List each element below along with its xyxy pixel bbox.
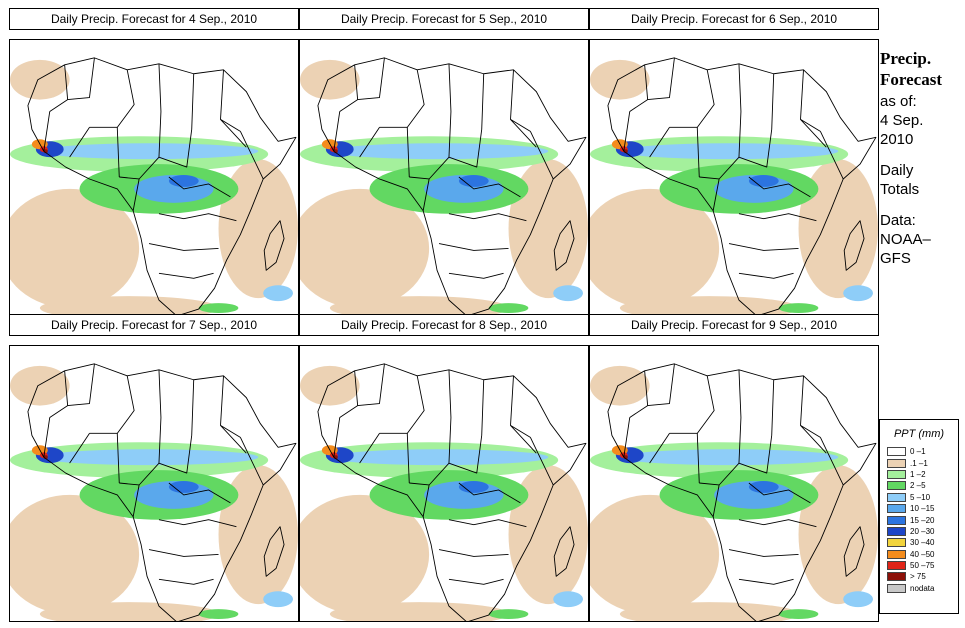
legend-swatch xyxy=(887,561,906,571)
precip-map xyxy=(299,345,589,622)
legend-item: 30 –40 xyxy=(880,537,958,548)
legend-item: > 75 xyxy=(880,571,958,582)
legend-item: 1 –2 xyxy=(880,469,958,480)
legend-item: 0 –1 xyxy=(880,446,958,457)
legend-swatch xyxy=(887,572,906,582)
legend-swatch xyxy=(887,549,906,559)
precip-map xyxy=(9,345,299,622)
legend-label: 0 –1 xyxy=(910,447,926,457)
panel-title: Daily Precip. Forecast for 6 Sep., 2010 xyxy=(589,8,879,30)
legend-item: 10 –15 xyxy=(880,503,958,514)
info-data-source-1: NOAA– xyxy=(880,231,931,248)
legend-label: 40 –50 xyxy=(910,549,935,559)
legend-item: 2 –5 xyxy=(880,480,958,491)
forecast-panel-sep8: Daily Precip. Forecast for 8 Sep., 2010 xyxy=(299,314,589,622)
forecast-panel-sep4: Daily Precip. Forecast for 4 Sep., 2010 xyxy=(9,8,299,316)
legend-label: > 75 xyxy=(910,572,926,582)
legend-label: nodata xyxy=(910,583,935,593)
panel-title: Daily Precip. Forecast for 9 Sep., 2010 xyxy=(589,314,879,336)
precip-map xyxy=(589,39,879,316)
precip-map xyxy=(9,39,299,316)
legend-item: 20 –30 xyxy=(880,526,958,537)
forecast-panel-sep6: Daily Precip. Forecast for 6 Sep., 2010 xyxy=(589,8,879,316)
legend-swatch xyxy=(887,458,906,468)
legend-label: 30 –40 xyxy=(910,538,935,548)
info-daily-label: Daily xyxy=(880,162,914,179)
panel-title: Daily Precip. Forecast for 7 Sep., 2010 xyxy=(9,314,299,336)
info-heading-line2: Forecast xyxy=(880,70,942,89)
legend-label: .1 –1 xyxy=(910,458,928,468)
legend-item: 15 –20 xyxy=(880,514,958,525)
info-data-source-2: GFS xyxy=(880,250,911,267)
info-asof-date: 4 Sep. xyxy=(880,112,924,129)
legend-label: 50 –75 xyxy=(910,561,935,571)
precip-map xyxy=(299,39,589,316)
legend-label: 10 –15 xyxy=(910,504,935,514)
info-asof-label: as of: xyxy=(880,93,917,110)
legend-swatch xyxy=(887,481,906,491)
precip-map xyxy=(589,345,879,622)
ppt-legend: PPT (mm) 0 –1.1 –1 1 –2 2 –5 5 –10 10 –15 15 … xyxy=(879,419,959,614)
forecast-info: Precip. Forecast as of: 4 Sep. 2010 Dail… xyxy=(880,48,965,268)
legend-item: 40 –50 xyxy=(880,549,958,560)
legend-label: 5 –10 xyxy=(910,492,931,502)
legend-swatch xyxy=(887,583,906,593)
legend-swatch xyxy=(887,526,906,536)
legend-swatch xyxy=(887,492,906,502)
panel-title: Daily Precip. Forecast for 5 Sep., 2010 xyxy=(299,8,589,30)
info-data-label: Data: xyxy=(880,212,916,229)
legend-label: 20 –30 xyxy=(910,526,935,536)
legend-item: 50 –75 xyxy=(880,560,958,571)
forecast-panel-sep7: Daily Precip. Forecast for 7 Sep., 2010 xyxy=(9,314,299,622)
legend-label: 1 –2 xyxy=(910,469,926,479)
panel-title: Daily Precip. Forecast for 4 Sep., 2010 xyxy=(9,8,299,30)
forecast-panel-sep5: Daily Precip. Forecast for 5 Sep., 2010 xyxy=(299,8,589,316)
legend-label: 15 –20 xyxy=(910,515,935,525)
legend-swatch xyxy=(887,515,906,525)
legend-swatch xyxy=(887,469,906,479)
forecast-panel-sep9: Daily Precip. Forecast for 9 Sep., 2010 xyxy=(589,314,879,622)
info-asof-year: 2010 xyxy=(880,131,914,148)
legend-label: 2 –5 xyxy=(910,481,926,491)
legend-swatch xyxy=(887,504,906,514)
legend-swatch xyxy=(887,538,906,548)
legend-item: 5 –10 xyxy=(880,492,958,503)
legend-title: PPT (mm) xyxy=(893,428,945,440)
info-heading-line1: Precip. xyxy=(880,49,932,68)
legend-swatch xyxy=(887,447,906,457)
legend-item: .1 –1 xyxy=(880,457,958,468)
panel-title: Daily Precip. Forecast for 8 Sep., 2010 xyxy=(299,314,589,336)
info-totals-label: Totals xyxy=(880,181,920,198)
legend-item: nodata xyxy=(880,583,958,594)
